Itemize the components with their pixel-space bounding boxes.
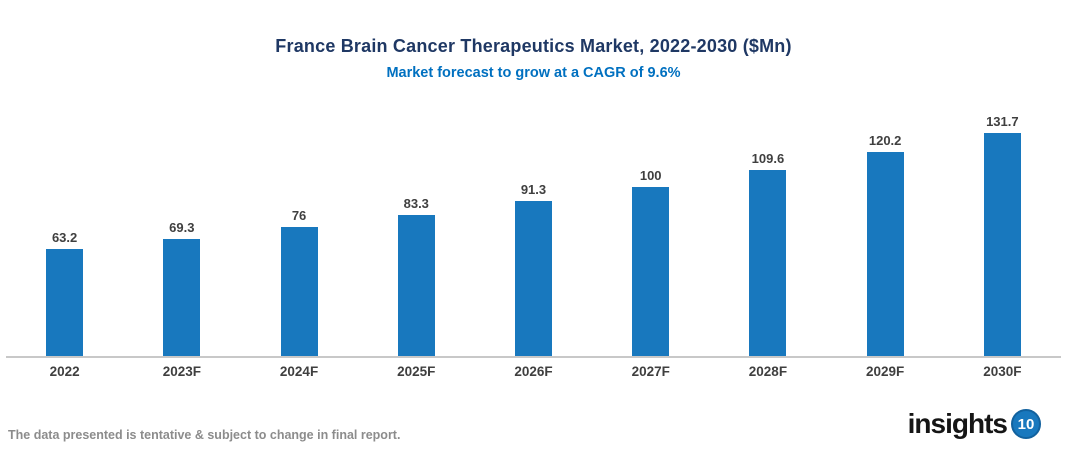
bar-value-label: 100 bbox=[639, 168, 662, 183]
bar-value-label: 76 bbox=[291, 208, 307, 223]
bar-value-label: 120.2 bbox=[868, 133, 902, 148]
x-axis-labels: 2022 2023F 2024F 2025F 2026F 2027F 2028F 2029F 2… bbox=[6, 364, 1061, 379]
chart-header: France Brain Cancer Therapeutics Market,… bbox=[0, 0, 1067, 81]
chart-subtitle: Market forecast to grow at a CAGR of 9.6… bbox=[386, 65, 681, 81]
bar-column: 131.7 bbox=[944, 114, 1061, 356]
x-axis-tick-label: 2022 bbox=[49, 364, 80, 379]
bar-column: 69.3 bbox=[123, 220, 240, 356]
bar bbox=[632, 187, 670, 356]
bar bbox=[866, 152, 904, 356]
bar-value-label: 63.2 bbox=[51, 230, 78, 245]
bar-chart: 63.2 69.3 76 83.3 91.3 100 109.6 120.2 131.7 202… bbox=[6, 114, 1061, 379]
disclaimer-text: The data presented is tentative & subjec… bbox=[8, 428, 401, 442]
x-axis-tick-label: 2024F bbox=[279, 364, 319, 379]
bar-column: 100 bbox=[592, 168, 709, 356]
logo-badge-10: 10 bbox=[1011, 409, 1041, 439]
chart-title: France Brain Cancer Therapeutics Market,… bbox=[275, 36, 792, 56]
bar bbox=[397, 215, 435, 356]
bar bbox=[280, 227, 318, 356]
bar-value-label: 109.6 bbox=[751, 151, 785, 166]
bar-value-label: 91.3 bbox=[520, 182, 547, 197]
bar bbox=[983, 133, 1021, 356]
x-axis-tick-label: 2027F bbox=[631, 364, 670, 379]
bar-value-label: 83.3 bbox=[403, 196, 429, 211]
bar-column: 120.2 bbox=[827, 133, 944, 356]
insights10-logo: insights 10 bbox=[908, 408, 1041, 440]
x-axis-tick-label: 2028F bbox=[748, 364, 788, 379]
x-axis-tick-label: 2029F bbox=[866, 364, 905, 379]
x-axis-tick-label: 2025F bbox=[397, 364, 436, 379]
bar bbox=[46, 249, 84, 356]
plot-area: 63.2 69.3 76 83.3 91.3 100 109.6 120.2 131.7 bbox=[6, 114, 1061, 358]
bar-value-label: 131.7 bbox=[986, 114, 1019, 129]
bar-value-label: 69.3 bbox=[169, 220, 195, 235]
bar bbox=[163, 239, 201, 356]
x-axis-tick-label: 2030F bbox=[983, 364, 1022, 379]
logo-wordmark: insights bbox=[907, 408, 1008, 439]
bar bbox=[749, 170, 787, 356]
bar-column: 83.3 bbox=[358, 196, 475, 356]
bar bbox=[514, 201, 552, 356]
x-axis-tick-label: 2026F bbox=[514, 364, 553, 379]
bar-column: 91.3 bbox=[475, 182, 592, 356]
bar-column: 76 bbox=[240, 208, 357, 356]
bar-column: 109.6 bbox=[709, 151, 826, 356]
x-axis-tick-label: 2023F bbox=[162, 364, 201, 379]
bar-column: 63.2 bbox=[6, 230, 123, 356]
